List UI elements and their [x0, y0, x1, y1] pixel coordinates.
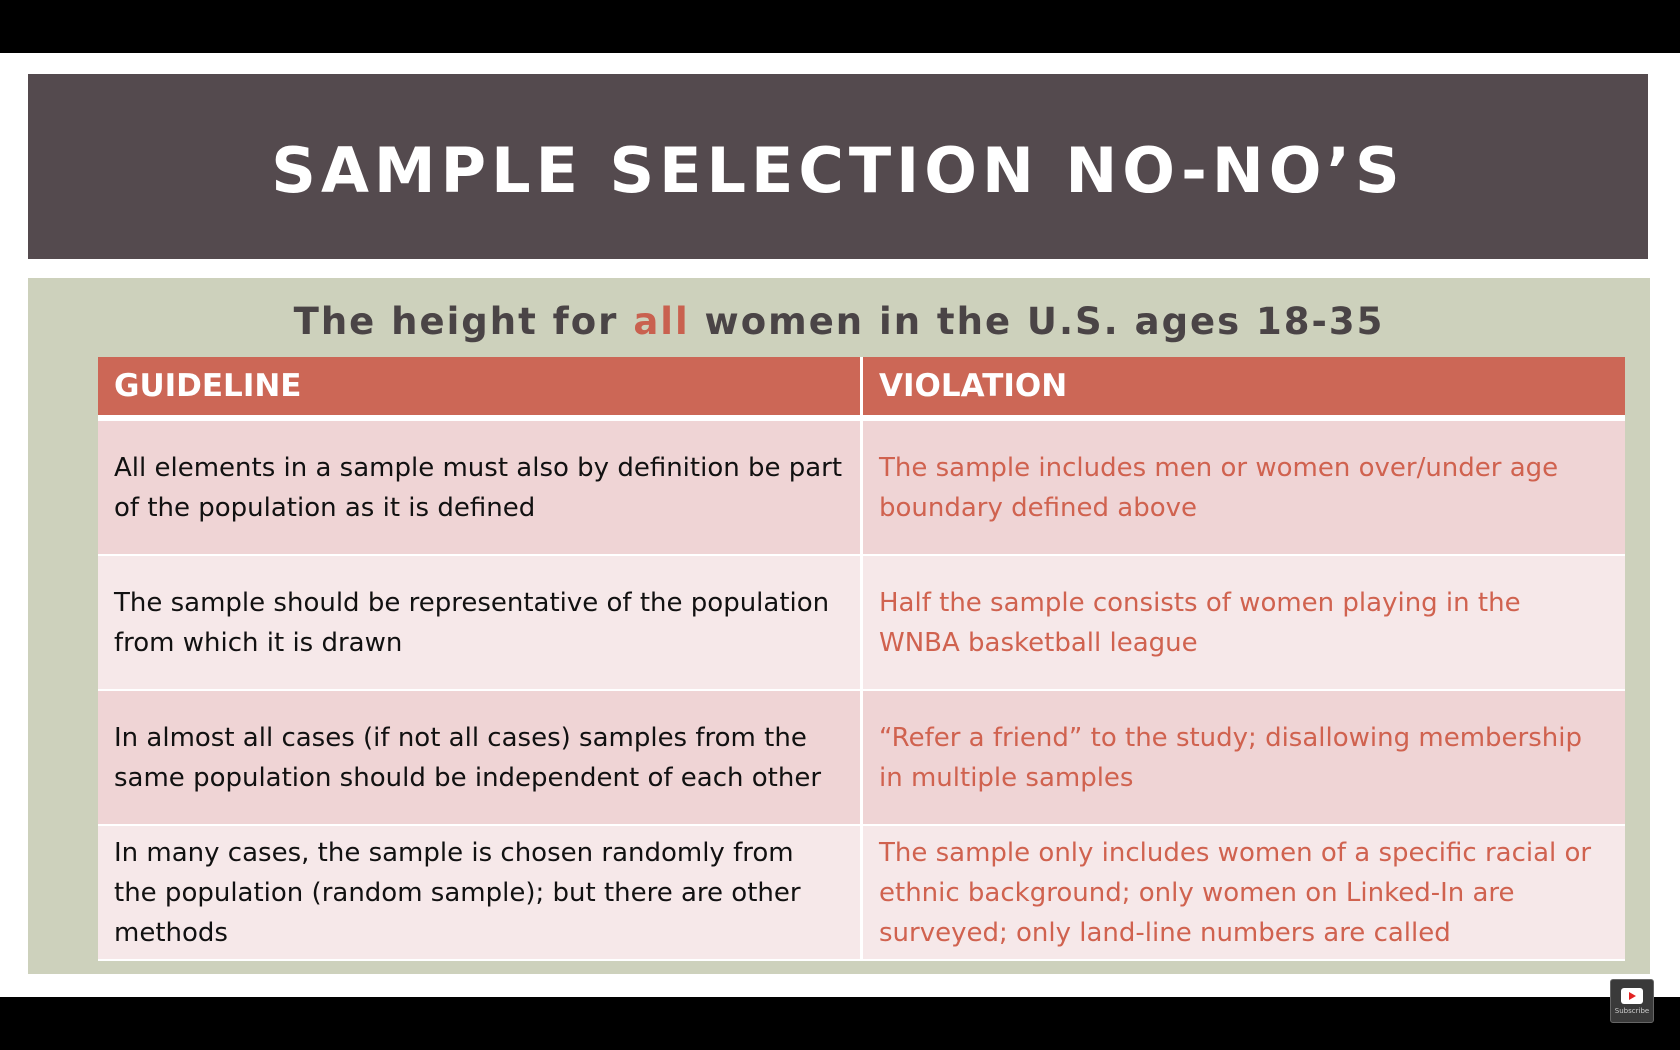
table-row: All elements in a sample must also by de… [98, 418, 1625, 556]
subtitle-emphasis: all [633, 300, 690, 343]
subscribe-label: Subscribe [1614, 1006, 1650, 1015]
subtitle-prefix: The height for [293, 300, 634, 343]
subscribe-button[interactable]: Subscribe [1610, 979, 1654, 1023]
violation-cell: “Refer a friend” to the study; disallowi… [861, 690, 1625, 826]
guideline-cell: The sample should be representative of t… [98, 555, 863, 691]
table-row: In many cases, the sample is chosen rand… [98, 825, 1625, 961]
slide-title: SAMPLE SELECTION NO-NO’S [271, 134, 1405, 207]
table-row: In almost all cases (if not all cases) s… [98, 690, 1625, 826]
title-bar: SAMPLE SELECTION NO-NO’S [28, 74, 1648, 259]
slide-subtitle: The height for all women in the U.S. age… [28, 300, 1650, 343]
violation-cell: The sample includes men or women over/un… [861, 418, 1625, 556]
table-row: The sample should be representative of t… [98, 555, 1625, 691]
youtube-icon [1621, 987, 1643, 1004]
subtitle-suffix: women in the U.S. ages 18-35 [689, 300, 1385, 343]
guideline-cell: All elements in a sample must also by de… [98, 418, 863, 556]
guideline-cell: In almost all cases (if not all cases) s… [98, 690, 863, 826]
header-guideline: GUIDELINE [98, 357, 863, 421]
presentation-slide: SAMPLE SELECTION NO-NO’S The height for … [0, 53, 1680, 997]
guideline-violation-table: GUIDELINE VIOLATION All elements in a sa… [98, 357, 1625, 961]
header-violation: VIOLATION [861, 357, 1625, 421]
content-panel: The height for all women in the U.S. age… [28, 278, 1650, 974]
violation-cell: The sample only includes women of a spec… [861, 825, 1625, 961]
guideline-cell: In many cases, the sample is chosen rand… [98, 825, 863, 961]
violation-cell: Half the sample consists of women playin… [861, 555, 1625, 691]
table-header-row: GUIDELINE VIOLATION [98, 357, 1625, 421]
